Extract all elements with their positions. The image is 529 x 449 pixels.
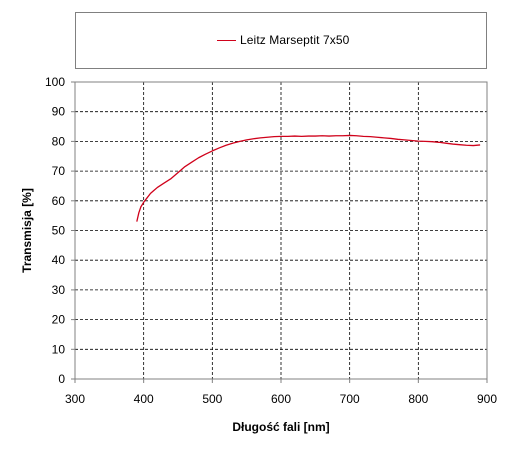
y-axis-title: Transmisja [%] — [20, 188, 34, 273]
legend-label: Leitz Marseptit 7x50 — [240, 33, 350, 47]
y-tick-label: 10 — [52, 342, 66, 356]
y-tick-label: 50 — [52, 224, 66, 238]
x-axis-title: Długość fali [nm] — [232, 420, 329, 434]
x-tick-label: 600 — [271, 392, 291, 406]
x-tick-label: 300 — [65, 392, 85, 406]
x-tick-label: 800 — [408, 392, 428, 406]
y-tick-label: 100 — [45, 75, 65, 89]
x-tick-label: 900 — [477, 392, 497, 406]
x-tick-label: 400 — [134, 392, 154, 406]
y-tick-label: 30 — [52, 283, 66, 297]
y-tick-label: 0 — [58, 372, 65, 386]
y-tick-label: 70 — [52, 164, 66, 178]
y-tick-label: 90 — [52, 105, 66, 119]
y-tick-label: 80 — [52, 134, 66, 148]
legend: Leitz Marseptit 7x50 — [75, 12, 487, 69]
x-tick-label: 500 — [202, 392, 222, 406]
y-tick-label: 20 — [52, 313, 66, 327]
x-tick-label: 700 — [340, 392, 360, 406]
y-tick-label: 60 — [52, 194, 66, 208]
series-line-0 — [136, 134, 481, 222]
y-tick-label: 40 — [52, 253, 66, 267]
legend-item: Leitz Marseptit 7x50 — [217, 33, 349, 47]
legend-swatch-line — [217, 39, 236, 41]
